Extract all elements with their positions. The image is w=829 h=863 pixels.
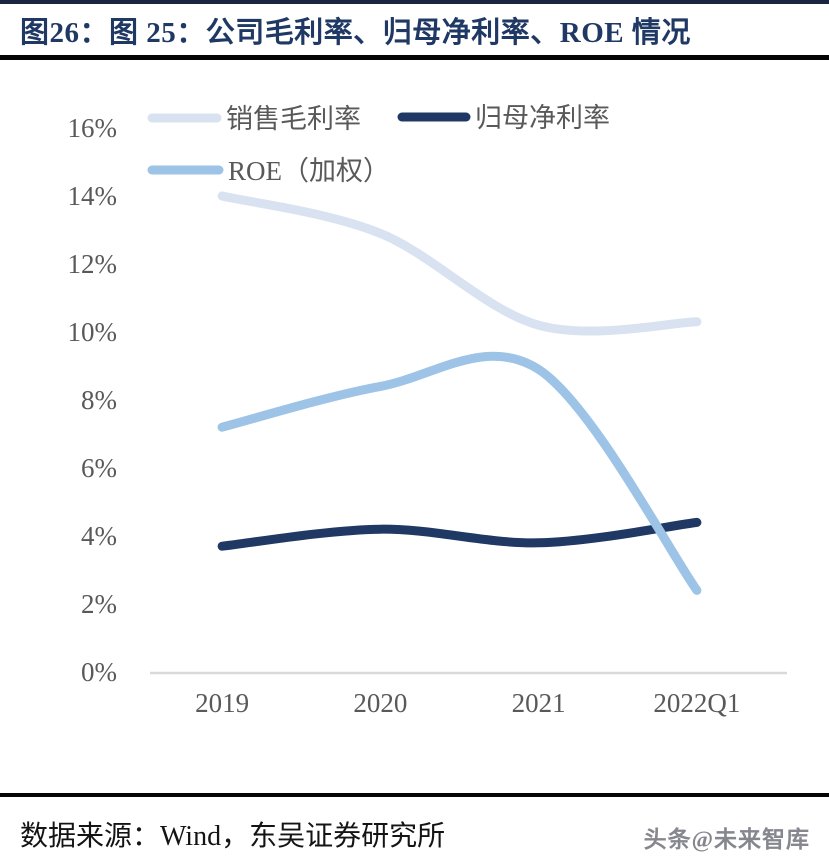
top-border-rule [0,0,829,4]
y-axis-tick-label: 8% [81,385,117,415]
footer-divider-rule [0,793,829,797]
series-line-net-margin [217,517,702,551]
x-axis-tick-label: 2019 [195,688,249,718]
figure-title: 图26：图 25：公司毛利率、归母净利率、ROE 情况 [20,17,691,49]
y-axis-tick-label: 6% [81,453,117,483]
legend-label-gross-margin: 销售毛利率 [226,104,361,134]
y-axis-tick-label: 4% [81,521,117,551]
x-axis-tick-label: 2020 [353,688,407,718]
y-axis-tick-label: 0% [81,657,117,687]
line-chart: 0% 2% 4% 6% 8% 10% 12% 14% 16% 2019 2020 2021 2022Q1… [68,103,787,718]
legend-label-net-margin: 归母净利率 [475,103,610,133]
watermark: 头条@未来智库 [643,827,810,852]
legend-label-roe: ROE（加权） [228,156,390,186]
y-axis-tick-label: 10% [68,317,118,347]
series-line-gross-margin [217,191,702,336]
title-divider-rule [0,55,829,60]
y-axis-tick-label: 16% [68,113,118,143]
y-axis-tick-label: 2% [81,589,117,619]
x-axis-tick-label: 2022Q1 [653,688,740,718]
y-axis-tick-label: 12% [68,249,118,279]
x-axis-tick-label: 2021 [512,688,566,718]
y-axis-tick-label: 14% [68,181,118,211]
data-source-note: 数据来源：Wind，东吴证券研究所 [20,821,446,852]
series-line-roe [217,351,702,595]
chart-area: 0% 2% 4% 6% 8% 10% 12% 14% 16% 2019 2020 2021 2022Q1… [0,62,829,793]
